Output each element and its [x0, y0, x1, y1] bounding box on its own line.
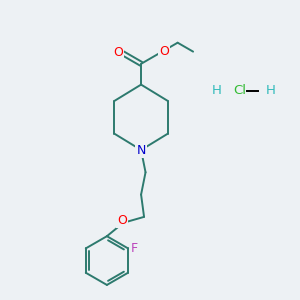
Text: H: H: [266, 84, 276, 97]
Text: Cl: Cl: [233, 84, 246, 97]
Text: O: O: [159, 45, 169, 58]
Text: O: O: [117, 214, 127, 227]
Text: H: H: [212, 84, 222, 97]
Text: N: N: [136, 143, 146, 157]
Text: O: O: [113, 46, 123, 59]
Text: F: F: [131, 242, 138, 255]
